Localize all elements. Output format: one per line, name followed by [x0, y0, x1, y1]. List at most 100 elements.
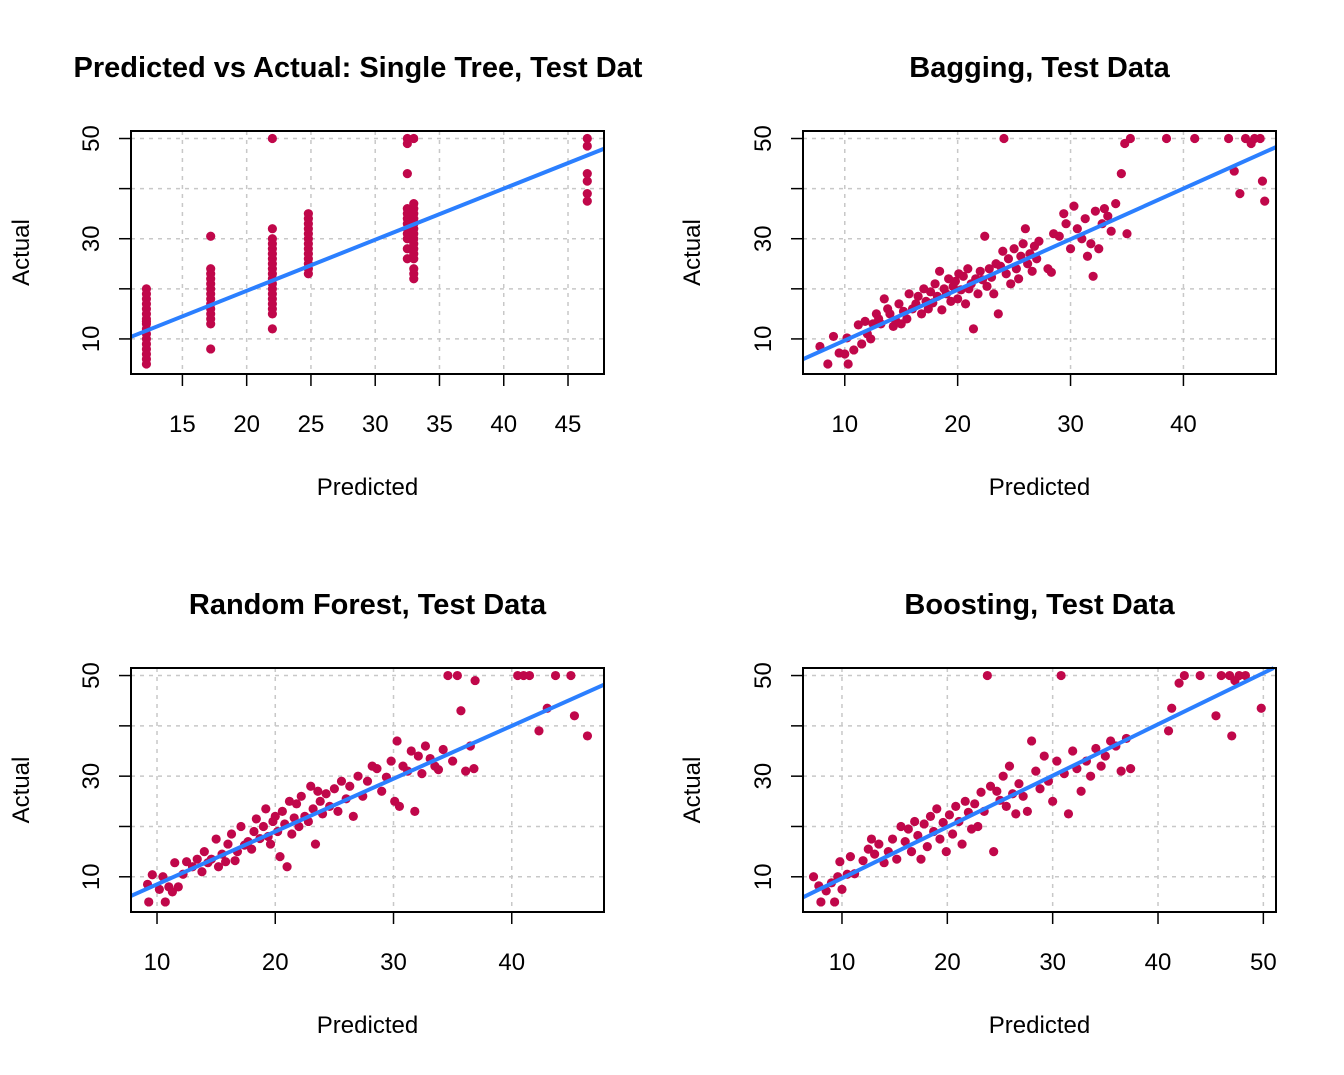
x-tick-label: 45 — [555, 411, 582, 438]
data-point — [934, 266, 945, 276]
data-point — [904, 289, 914, 299]
data-point — [980, 231, 990, 241]
data-point — [1227, 731, 1237, 741]
data-point — [1116, 168, 1126, 179]
x-axis-title: Predicted — [989, 1012, 1090, 1039]
data-point — [1088, 271, 1098, 281]
data-point — [582, 196, 592, 206]
y-axis-title: Actual — [679, 219, 706, 286]
data-point — [1179, 670, 1189, 681]
data-point — [267, 324, 277, 334]
x-tick-label: 40 — [490, 411, 517, 438]
fit-line — [130, 682, 605, 898]
y-tick-label: 30 — [78, 225, 105, 252]
data-point — [1240, 670, 1251, 681]
data-point — [1260, 196, 1270, 206]
data-point — [835, 857, 845, 867]
data-point — [566, 670, 576, 681]
data-point — [902, 314, 912, 324]
data-point — [992, 786, 1002, 796]
data-point — [1099, 204, 1110, 214]
y-axis-title: Actual — [8, 219, 35, 286]
data-point — [1027, 266, 1037, 276]
x-tick-label: 50 — [1250, 949, 1277, 976]
data-point — [913, 830, 923, 841]
data-point — [261, 804, 271, 814]
data-point — [211, 834, 221, 844]
data-point — [1255, 133, 1265, 144]
data-point — [348, 811, 358, 822]
data-point — [973, 289, 983, 299]
data-point — [1009, 244, 1019, 254]
data-point — [275, 852, 285, 862]
data-point — [1090, 206, 1100, 216]
data-point — [251, 814, 261, 824]
data-point — [406, 746, 416, 756]
data-point — [1063, 809, 1074, 819]
data-point — [247, 844, 257, 854]
data-point — [1018, 239, 1028, 249]
data-point — [863, 844, 873, 854]
data-point — [267, 133, 277, 144]
x-tick-label: 30 — [362, 411, 389, 438]
y-tick-label: 50 — [78, 662, 105, 689]
data-point — [860, 316, 870, 326]
data-point — [830, 897, 840, 907]
data-point — [1167, 703, 1177, 713]
data-point — [989, 289, 999, 299]
x-tick-label: 25 — [298, 411, 325, 438]
x-tick-label: 20 — [944, 411, 971, 438]
y-tick-label: 30 — [750, 763, 777, 790]
data-point — [866, 334, 876, 344]
data-point — [941, 847, 951, 857]
data-point — [417, 769, 427, 779]
data-point — [1001, 269, 1011, 279]
data-point — [925, 287, 936, 297]
data-point — [857, 339, 867, 349]
data-point — [1257, 176, 1268, 186]
data-point — [258, 821, 269, 832]
data-point — [973, 821, 983, 832]
data-point — [1096, 761, 1106, 771]
data-point — [582, 141, 592, 151]
panel-title: Bagging, Test Data — [909, 52, 1170, 84]
data-point — [960, 796, 970, 806]
panel-single-tree: Predicted vs Actual: Single Tree, Test D… — [8, 52, 643, 501]
data-point — [858, 856, 868, 866]
x-tick-label: 40 — [498, 949, 525, 976]
data-point — [170, 858, 180, 868]
fit-line — [802, 666, 1275, 900]
data-point — [392, 736, 402, 746]
x-tick-label: 30 — [380, 949, 407, 976]
data-point — [206, 264, 216, 274]
data-point — [1035, 784, 1045, 794]
data-point — [470, 675, 480, 686]
data-point — [1094, 244, 1104, 254]
data-point — [402, 204, 412, 214]
data-point — [230, 856, 240, 866]
fit-line — [130, 146, 605, 339]
data-point — [321, 789, 331, 799]
data-point — [843, 359, 853, 369]
data-point — [1106, 226, 1116, 236]
data-point — [226, 829, 237, 839]
data-point — [1022, 806, 1032, 816]
data-point — [1195, 670, 1205, 681]
data-point — [329, 784, 339, 794]
data-point — [916, 309, 927, 319]
data-point — [386, 756, 396, 766]
data-point — [582, 176, 592, 186]
data-point — [582, 133, 592, 144]
y-tick-label: 10 — [78, 863, 105, 890]
x-tick-label: 30 — [1039, 949, 1066, 976]
data-point — [919, 819, 929, 829]
data-point — [985, 781, 996, 791]
data-point — [947, 829, 958, 839]
x-tick-label: 20 — [262, 949, 289, 976]
data-point — [1011, 809, 1021, 819]
y-tick-label: 30 — [78, 763, 105, 790]
data-point — [1091, 743, 1101, 754]
data-point — [944, 810, 955, 820]
data-point — [413, 751, 423, 761]
data-point — [524, 670, 535, 681]
